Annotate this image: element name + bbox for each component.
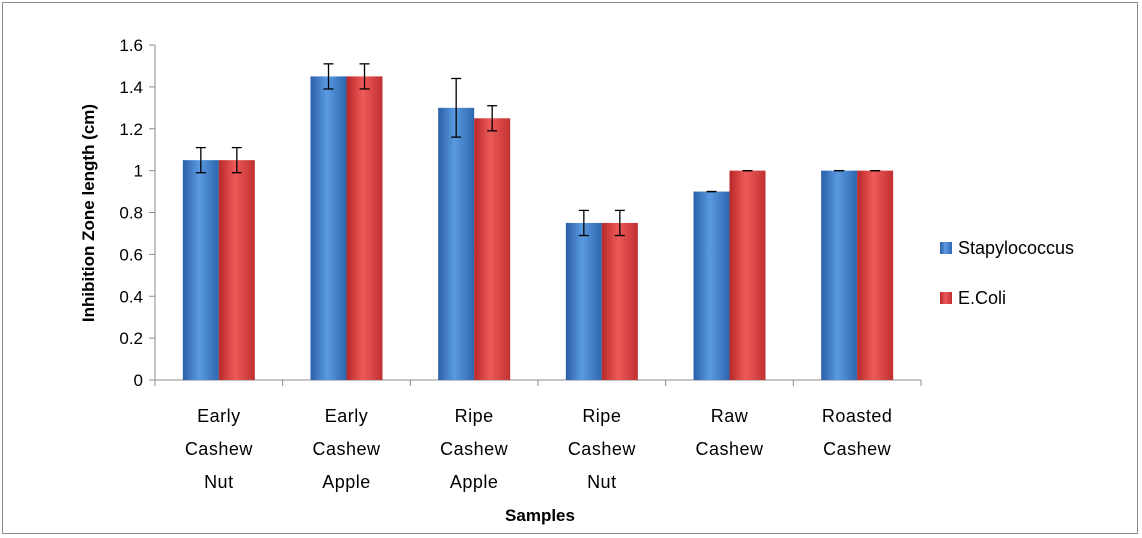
- x-category-label: Apple: [450, 472, 499, 492]
- bar-e-coli: [729, 170, 766, 380]
- bar-e-coli: [346, 76, 383, 380]
- y-tick-label: 1.2: [119, 120, 143, 139]
- bar-e-coli: [218, 160, 255, 380]
- x-category-label: Raw: [711, 406, 749, 426]
- y-tick-label: 1.6: [119, 36, 143, 55]
- x-category-label: Nut: [204, 472, 234, 492]
- y-tick-label: 0.2: [119, 329, 143, 348]
- y-tick-label: 0: [134, 371, 143, 390]
- bar-stapylococcus: [310, 76, 347, 380]
- x-category-label: Cashew: [568, 439, 637, 459]
- bar-e-coli: [474, 118, 511, 380]
- y-tick-label: 0.4: [119, 287, 143, 306]
- legend-label: E.Coli: [958, 288, 1006, 308]
- x-category-label: Nut: [587, 472, 617, 492]
- bar-stapylococcus: [438, 107, 475, 380]
- bar-e-coli: [857, 170, 894, 380]
- x-category-label: Cashew: [695, 439, 764, 459]
- x-category-label: Apple: [322, 472, 371, 492]
- x-category-label: Cashew: [440, 439, 509, 459]
- legend: Stapylococcus E.Coli: [940, 238, 1074, 308]
- legend-swatch: [940, 292, 952, 304]
- legend-label: Stapylococcus: [958, 238, 1074, 258]
- y-tick-label: 1.4: [119, 78, 143, 97]
- x-category-label: Cashew: [185, 439, 254, 459]
- y-tick-label: 1: [134, 162, 143, 181]
- x-category-label: Ripe: [455, 406, 494, 426]
- bar-stapylococcus: [565, 222, 602, 380]
- x-category-label: Early: [325, 406, 369, 426]
- y-tick-label: 0.8: [119, 204, 143, 223]
- y-tick-label: 0.6: [119, 245, 143, 264]
- bar-stapylococcus: [182, 160, 219, 380]
- x-category-label: Ripe: [582, 406, 621, 426]
- x-category-label: Cashew: [823, 439, 892, 459]
- x-axis-title: Samples: [505, 506, 575, 525]
- y-axis-title: Inhibition Zone length (cm): [79, 104, 98, 322]
- bar-e-coli: [601, 222, 638, 380]
- bar-stapylococcus: [821, 170, 858, 380]
- x-category-label: Roasted: [822, 406, 893, 426]
- x-category-label: Cashew: [312, 439, 381, 459]
- legend-swatch: [940, 242, 952, 254]
- x-category-label: Early: [197, 406, 241, 426]
- bar-stapylococcus: [693, 191, 730, 380]
